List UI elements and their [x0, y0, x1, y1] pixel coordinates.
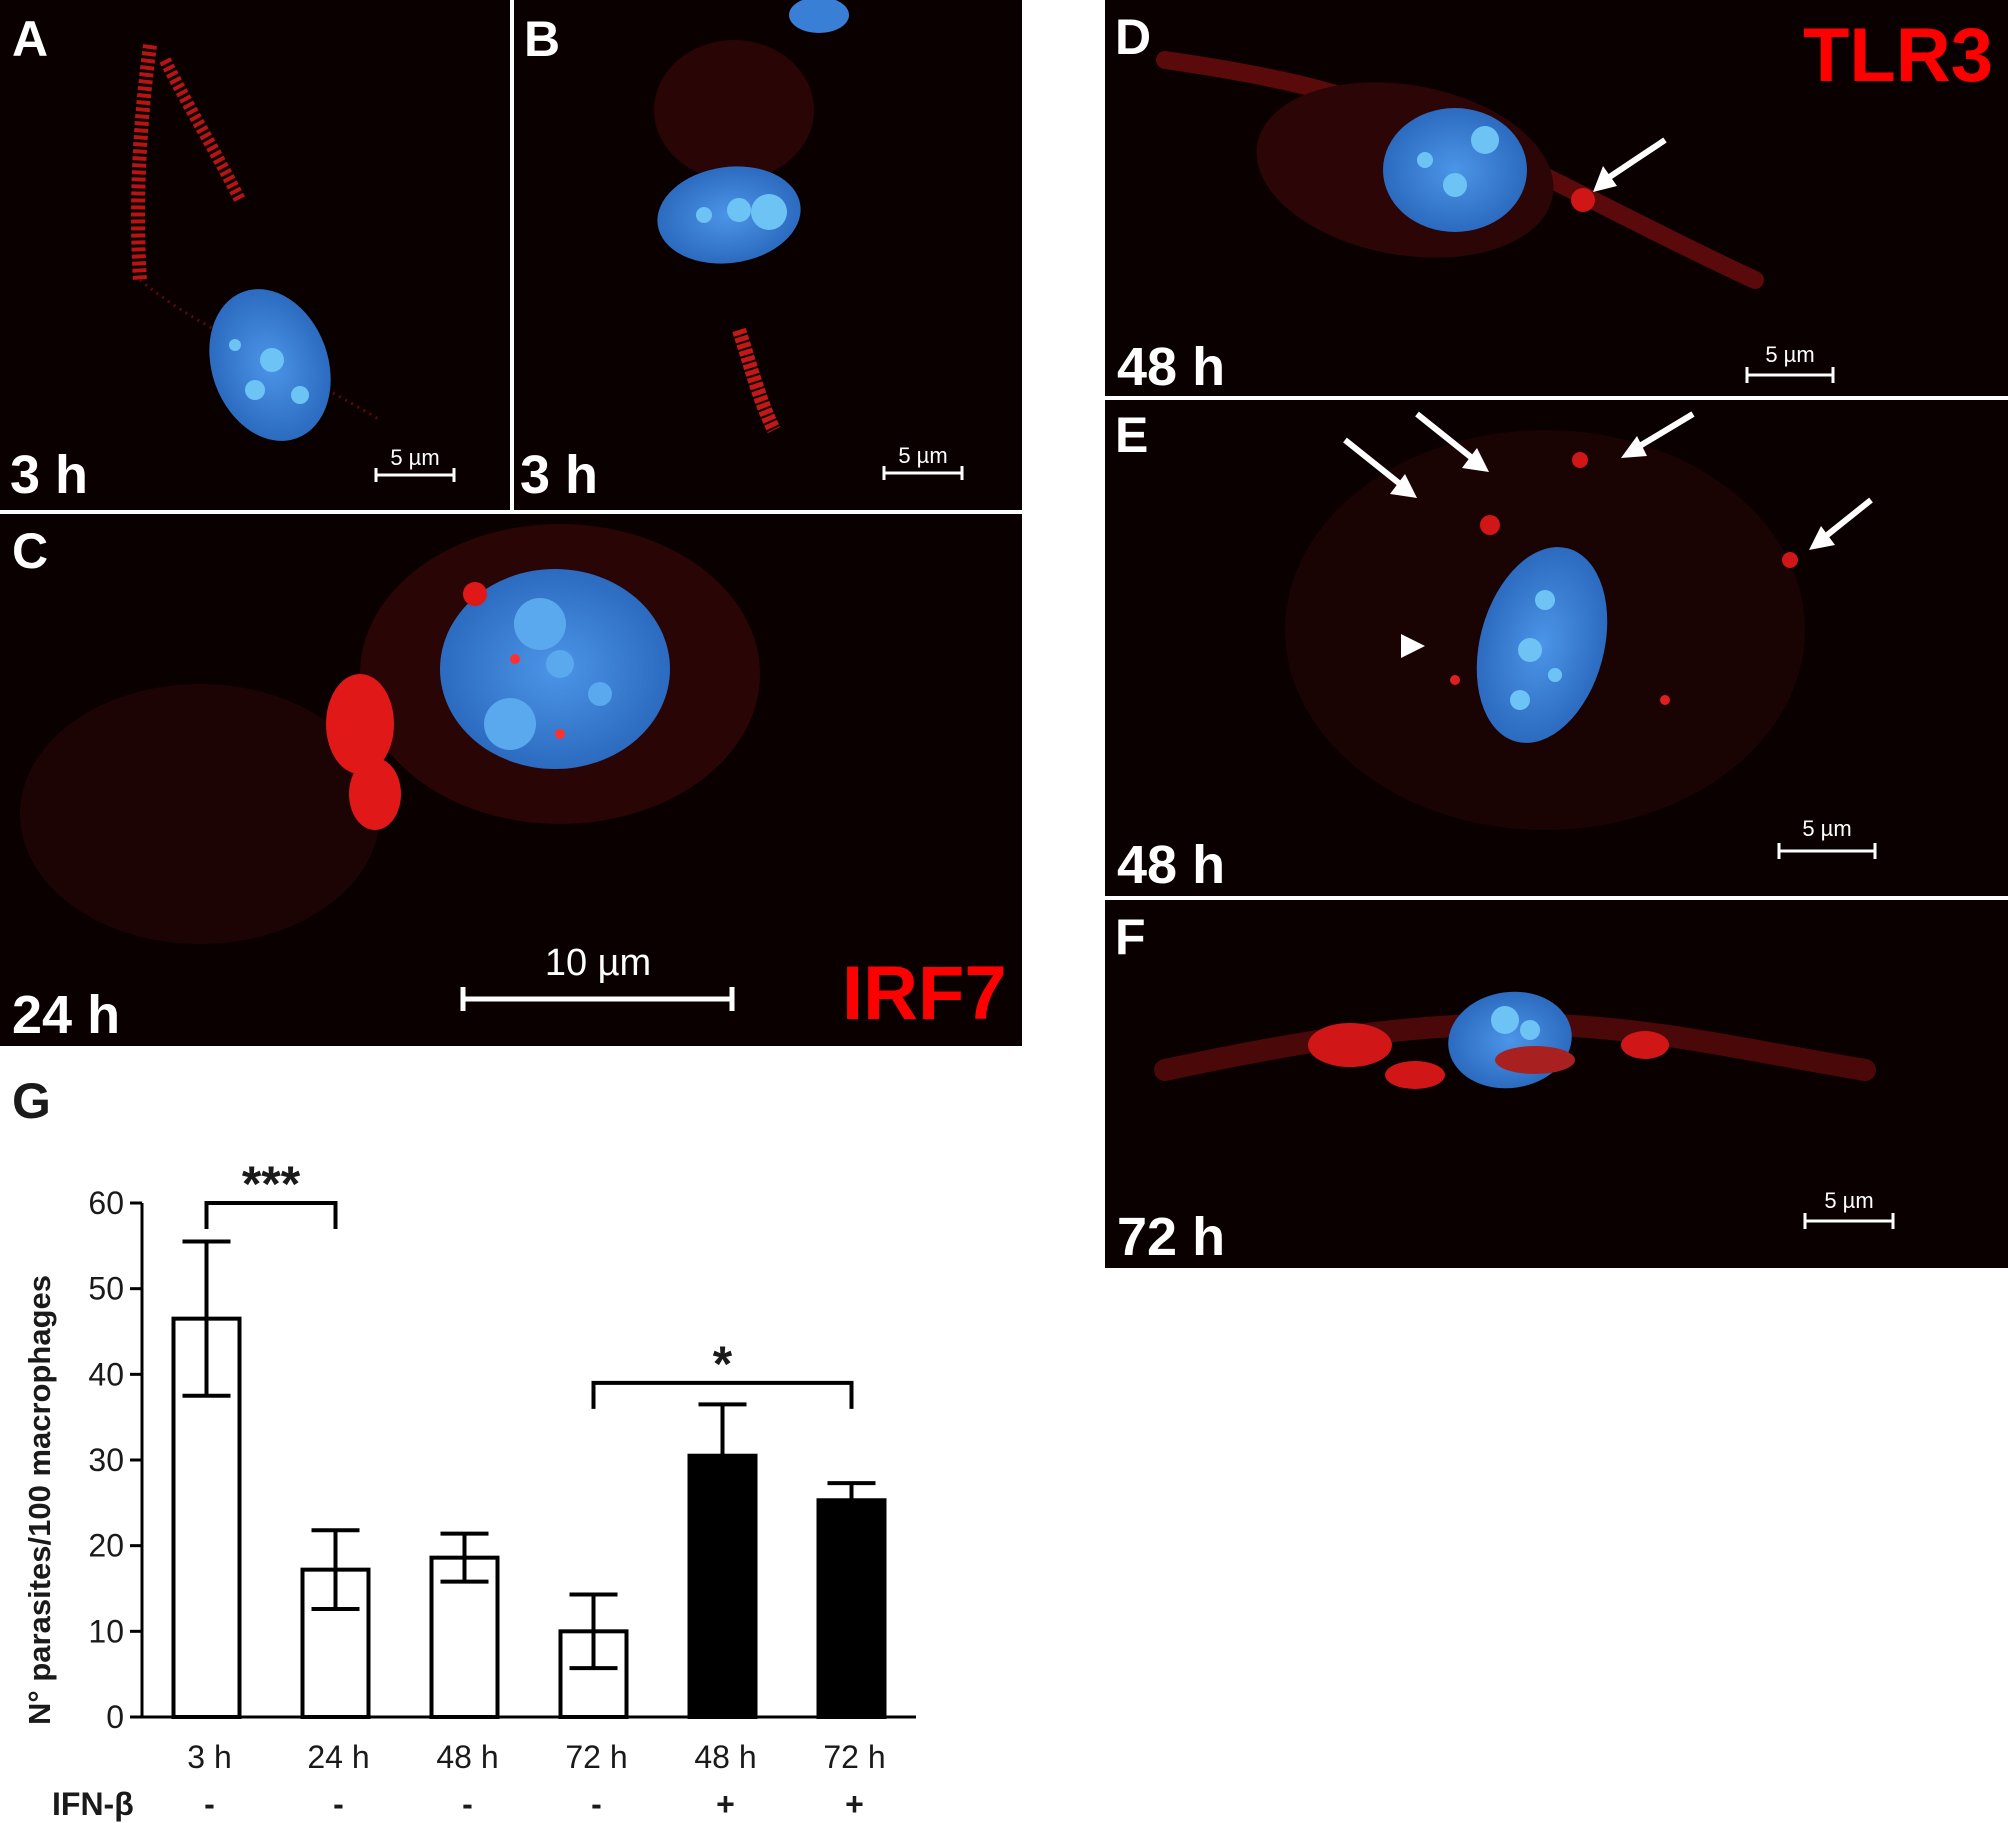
- stain-marker-irf7: IRF7: [842, 951, 1007, 1036]
- scale-bar-b: 5 µm: [882, 445, 964, 483]
- treatment-sign: -: [591, 1786, 602, 1822]
- y-axis-title: N° parasites/100 macrophages: [22, 1275, 57, 1725]
- micrograph-panel-d: D 48 h 5 µm TLR3: [1105, 0, 2008, 396]
- bar-5: [816, 1498, 887, 1719]
- micrograph-panel-a: A 3 h 5 µm: [0, 0, 510, 510]
- micrograph-panel-e: E 48 h 5 µm: [1105, 400, 2008, 896]
- time-label-f: 72 h: [1117, 1207, 1226, 1267]
- scale-bar-b-label: 5 µm: [898, 443, 948, 468]
- stain-marker-tlr3: TLR3: [1803, 13, 1993, 98]
- panel-label-c: C: [12, 523, 49, 579]
- significance-bracket-1: [591, 1380, 854, 1409]
- treatment-sign: -: [204, 1786, 215, 1822]
- significance-bracket-0: [204, 1201, 338, 1229]
- scale-bar-d-label: 5 µm: [1765, 342, 1815, 367]
- bar-4: [687, 1453, 758, 1719]
- panel-label-e: E: [1115, 407, 1149, 463]
- y-tick-label: 10: [88, 1613, 124, 1649]
- time-label-b: 3 h: [520, 445, 599, 505]
- scale-bar-c: 10 µm: [460, 944, 736, 1014]
- scale-bar-f-label: 5 µm: [1824, 1188, 1874, 1213]
- scale-bar-e-label: 5 µm: [1802, 816, 1852, 841]
- x-tick-label: 3 h: [187, 1739, 231, 1775]
- bar-chart: G 0 10 20 30 40 50 60 N° parasites/100 macropha…: [12, 1080, 916, 1822]
- y-tick-label: 60: [88, 1185, 124, 1221]
- x-tick-label: 48 h: [694, 1739, 756, 1775]
- bar-1: [300, 1567, 371, 1719]
- y-tick-label: 30: [88, 1442, 124, 1478]
- bar-chart-panel-g: G 0 10 20 30 40 50 60 N° parasites/100 macropha…: [0, 1080, 1000, 1823]
- cell-image-d: [1156, 51, 1764, 289]
- treatment-sign: +: [716, 1786, 735, 1822]
- y-tick-label: 0: [106, 1699, 124, 1735]
- y-tick-label: 20: [88, 1528, 124, 1564]
- x-tick-label: 72 h: [823, 1739, 885, 1775]
- cell-image-c: [20, 524, 760, 944]
- significance-label-0: ***: [242, 1156, 301, 1212]
- panel-label-d: D: [1115, 9, 1152, 65]
- micrograph-panel-f: F 72 h 5 µm: [1105, 900, 2008, 1268]
- treatment-sign: -: [333, 1786, 344, 1822]
- scale-bar-d: 5 µm: [1745, 344, 1835, 386]
- cell-image-f: [1154, 991, 1876, 1089]
- panel-label-a: A: [12, 11, 49, 67]
- cell-image-e: [1285, 411, 1873, 830]
- scale-bar-a-label: 5 µm: [390, 445, 440, 470]
- time-label-d: 48 h: [1117, 337, 1226, 396]
- cell-image-b: [654, 0, 849, 434]
- panel-label-b: B: [524, 11, 561, 67]
- scale-bar-a: 5 µm: [374, 447, 456, 485]
- panel-label-f: F: [1115, 909, 1146, 965]
- x-tick-label: 24 h: [307, 1739, 369, 1775]
- scale-bar-c-label: 10 µm: [544, 942, 652, 984]
- x-tick-label: 48 h: [436, 1739, 498, 1775]
- treatment-row-label: IFN-β: [52, 1786, 134, 1822]
- scale-bar-e: 5 µm: [1777, 818, 1877, 862]
- y-tick-label: 50: [88, 1271, 124, 1307]
- panel-label-g: G: [12, 1080, 51, 1129]
- significance-label-1: *: [713, 1336, 733, 1392]
- treatment-sign: -: [462, 1786, 473, 1822]
- time-label-c: 24 h: [12, 985, 121, 1045]
- scale-bar-f: 5 µm: [1803, 1190, 1895, 1232]
- time-label-a: 3 h: [10, 445, 89, 505]
- treatment-sign: +: [845, 1786, 864, 1822]
- x-tick-label: 72 h: [565, 1739, 627, 1775]
- micrograph-panel-c: C 24 h 10 µm IRF7: [0, 514, 1022, 1046]
- bar-2: [429, 1555, 500, 1719]
- micrograph-panel-b: B 3 h 5 µm: [514, 0, 1022, 510]
- time-label-e: 48 h: [1117, 835, 1226, 895]
- y-tick-label: 40: [88, 1356, 124, 1392]
- cell-image-a: [131, 44, 381, 441]
